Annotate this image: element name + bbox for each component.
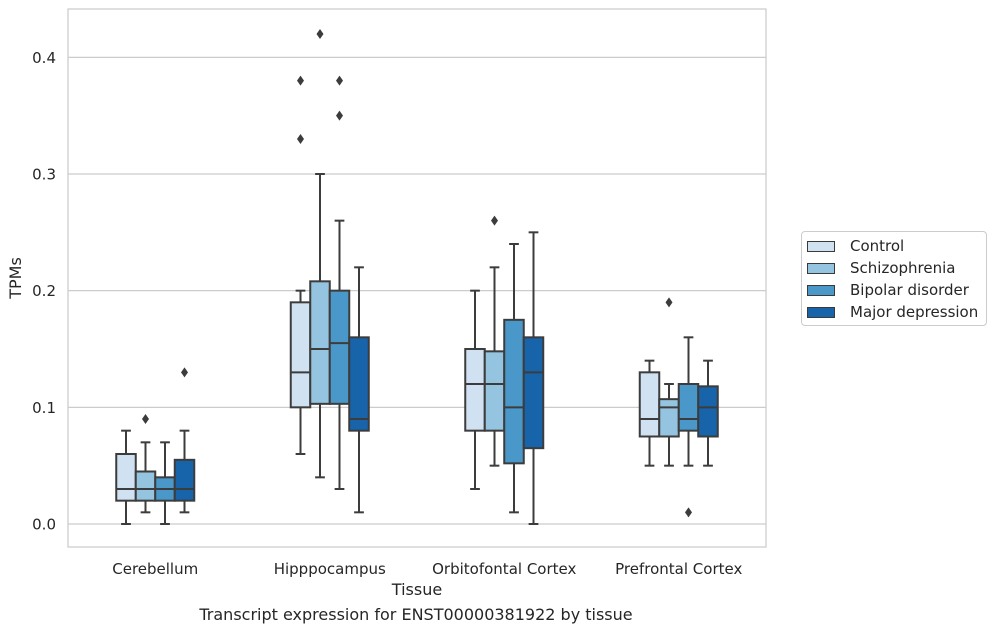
outlier-point bbox=[142, 413, 149, 424]
y-tick-label: 0.1 bbox=[32, 399, 56, 417]
box-major-depression-orbitofontal-cortex bbox=[522, 231, 545, 525]
legend-item-bipolar-disorder: Bipolar disorder bbox=[807, 281, 969, 299]
x-axis-label: Tissue bbox=[391, 580, 442, 599]
box-schizophrenia-prefrontal-cortex bbox=[658, 297, 680, 467]
iqr-box bbox=[503, 318, 525, 465]
plot-frame bbox=[67, 8, 767, 548]
legend-swatch-major-depression bbox=[807, 306, 835, 318]
iqr-box bbox=[289, 301, 312, 409]
y-tick-label: 0.0 bbox=[32, 516, 56, 534]
outlier-point bbox=[685, 507, 692, 518]
outlier-point bbox=[665, 297, 673, 308]
box-bipolar-disorder-prefrontal-cortex bbox=[677, 336, 700, 518]
legend-label-schizophrenia: Schizophrenia bbox=[850, 259, 956, 277]
box-major-depression-cerebellum bbox=[173, 367, 196, 514]
x-tick-label: Cerebellum bbox=[112, 560, 198, 578]
box-schizophrenia-cerebellum bbox=[134, 413, 157, 514]
iqr-box bbox=[134, 470, 157, 502]
outlier-point bbox=[336, 110, 343, 121]
y-tick-label: 0.3 bbox=[32, 165, 56, 183]
iqr-box bbox=[173, 458, 196, 502]
x-tick-label: Prefrontal Cortex bbox=[615, 560, 742, 578]
outlier-point bbox=[336, 75, 343, 86]
iqr-box bbox=[483, 350, 506, 432]
iqr-box bbox=[697, 385, 719, 438]
x-tick-label: Orbitofontal Cortex bbox=[432, 560, 576, 578]
iqr-box bbox=[328, 289, 351, 405]
legend-item-control: Control bbox=[807, 237, 904, 255]
outlier-point bbox=[316, 28, 324, 39]
legend-item-major-depression: Major depression bbox=[807, 303, 978, 321]
iqr-box bbox=[115, 452, 137, 502]
y-axis-label: TPMs bbox=[6, 257, 25, 300]
box-control-orbitofontal-cortex bbox=[464, 289, 486, 490]
box-schizophrenia-orbitofontal-cortex bbox=[483, 215, 506, 467]
y-tick-labels: 0.0 0.1 0.2 0.3 0.4 bbox=[32, 49, 56, 534]
iqr-box bbox=[464, 347, 486, 432]
legend-swatch-schizophrenia bbox=[807, 262, 835, 274]
outlier-point bbox=[491, 215, 498, 226]
box-bipolar-disorder-orbitofontal-cortex bbox=[503, 242, 525, 514]
iqr-box bbox=[348, 336, 370, 432]
grid-layer bbox=[68, 56, 766, 525]
box-major-depression-hipppocampus bbox=[348, 266, 370, 514]
figure-caption: Transcript expression for ENST0000038192… bbox=[199, 605, 633, 624]
legend-swatch-control bbox=[807, 240, 835, 252]
outlier-point bbox=[181, 367, 188, 378]
legend-label-major-depression: Major depression bbox=[850, 303, 979, 321]
y-tick-label: 0.4 bbox=[32, 49, 56, 67]
box-layer bbox=[115, 28, 719, 525]
iqr-box bbox=[309, 280, 331, 405]
box-control-prefrontal-cortex bbox=[638, 359, 661, 467]
legend-item-schizophrenia: Schizophrenia bbox=[807, 259, 955, 277]
legend-label-control: Control bbox=[850, 237, 905, 255]
legend-swatch-bipolar-disorder bbox=[807, 284, 835, 296]
iqr-box bbox=[522, 336, 545, 450]
y-tick-label: 0.2 bbox=[32, 282, 56, 300]
legend: Control Schizophrenia Bipolar disorder M… bbox=[801, 231, 987, 326]
legend-label-bipolar-disorder: Bipolar disorder bbox=[850, 281, 969, 299]
box-control-hipppocampus bbox=[289, 75, 312, 455]
box-control-cerebellum bbox=[115, 429, 137, 525]
x-tick-labels: Cerebellum Hipppocampus Orbitofontal Corte… bbox=[112, 560, 742, 578]
box-bipolar-disorder-cerebellum bbox=[154, 441, 176, 525]
outlier-point bbox=[297, 75, 304, 86]
box-major-depression-prefrontal-cortex bbox=[697, 359, 719, 467]
outlier-point bbox=[297, 133, 304, 144]
iqr-box bbox=[658, 398, 680, 438]
iqr-box bbox=[638, 371, 661, 438]
box-schizophrenia-hipppocampus bbox=[309, 28, 331, 479]
box-bipolar-disorder-hipppocampus bbox=[328, 75, 351, 490]
iqr-box bbox=[677, 382, 700, 432]
x-tick-label: Hipppocampus bbox=[274, 560, 386, 578]
